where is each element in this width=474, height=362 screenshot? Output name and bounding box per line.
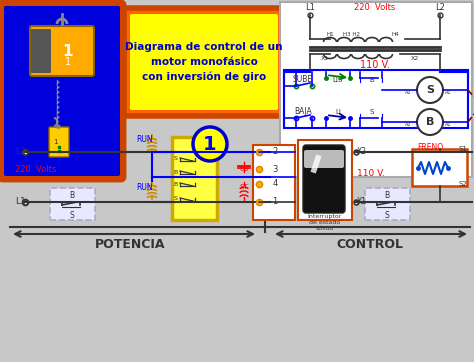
Text: S: S	[174, 156, 178, 161]
Text: S: S	[370, 109, 374, 115]
Text: X2: X2	[357, 147, 367, 156]
Text: 220  Volts: 220 Volts	[355, 4, 396, 13]
Text: 220  Volts: 220 Volts	[15, 165, 56, 174]
FancyBboxPatch shape	[31, 29, 51, 73]
FancyBboxPatch shape	[124, 8, 284, 116]
Text: A2: A2	[405, 122, 411, 126]
Text: Diagrama de control de un
motor monofásico
con inversión de giro: Diagrama de control de un motor monofási…	[125, 42, 283, 82]
Text: A1: A1	[445, 89, 451, 94]
Text: 1: 1	[65, 57, 71, 67]
Bar	[284, 70, 468, 128]
Text: B: B	[69, 190, 74, 199]
Text: B: B	[174, 169, 178, 174]
Text: S: S	[384, 210, 389, 219]
Text: B: B	[370, 77, 374, 83]
Text: 1: 1	[53, 139, 57, 145]
Text: 110 V.: 110 V.	[360, 60, 390, 70]
Text: CS: CS	[239, 166, 248, 172]
Bar	[253, 145, 295, 220]
Bar	[365, 188, 410, 220]
Text: L1: L1	[305, 4, 315, 13]
Text: LIS: LIS	[333, 77, 343, 83]
Text: 1: 1	[63, 45, 73, 59]
Text: A2: A2	[405, 89, 411, 94]
Text: 2: 2	[273, 147, 278, 156]
Text: X1: X1	[357, 198, 367, 206]
Text: 1: 1	[203, 135, 217, 153]
Text: S2: S2	[459, 181, 467, 187]
FancyBboxPatch shape	[303, 145, 345, 213]
Text: ST: ST	[240, 184, 248, 190]
Text: CONTROL: CONTROL	[337, 237, 403, 251]
FancyBboxPatch shape	[49, 127, 69, 157]
Text: 1: 1	[273, 198, 278, 206]
Text: FRENO: FRENO	[417, 143, 443, 152]
Text: 110 V.: 110 V.	[357, 169, 385, 178]
FancyBboxPatch shape	[304, 150, 344, 168]
Bar	[172, 137, 217, 220]
Text: S: S	[70, 210, 74, 219]
Text: L2: L2	[435, 4, 445, 13]
Bar	[50, 188, 95, 220]
FancyBboxPatch shape	[4, 6, 120, 176]
Circle shape	[193, 127, 227, 161]
Text: L1: L1	[15, 198, 26, 206]
Text: S: S	[426, 85, 434, 95]
Text: RUN: RUN	[137, 182, 153, 191]
FancyBboxPatch shape	[30, 26, 94, 76]
Text: H3 H2: H3 H2	[344, 31, 361, 37]
Text: L2: L2	[15, 147, 26, 156]
Text: H1: H1	[326, 31, 334, 37]
Text: A1: A1	[445, 122, 451, 126]
FancyBboxPatch shape	[0, 2, 124, 180]
Text: S1: S1	[458, 146, 467, 152]
Text: X2: X2	[411, 56, 419, 62]
Text: POTENCIA: POTENCIA	[95, 237, 165, 251]
Text: 3: 3	[272, 164, 278, 173]
Text: RUN: RUN	[137, 135, 153, 144]
Text: SUBE: SUBE	[293, 76, 313, 84]
Text: X1: X1	[321, 56, 329, 62]
Circle shape	[417, 77, 443, 103]
Text: B: B	[384, 190, 390, 199]
Text: Interruptor
de estado
sólido: Interruptor de estado sólido	[308, 214, 342, 231]
Text: LI: LI	[335, 109, 341, 115]
FancyBboxPatch shape	[130, 14, 278, 110]
Bar	[412, 149, 467, 186]
Text: 4: 4	[273, 180, 278, 189]
Bar	[280, 2, 472, 177]
Text: B: B	[174, 181, 178, 186]
Bar	[298, 140, 352, 220]
Text: H4: H4	[391, 31, 399, 37]
Text: BAJA: BAJA	[294, 108, 312, 117]
Text: S: S	[174, 197, 178, 202]
Circle shape	[417, 109, 443, 135]
Text: B: B	[426, 117, 434, 127]
